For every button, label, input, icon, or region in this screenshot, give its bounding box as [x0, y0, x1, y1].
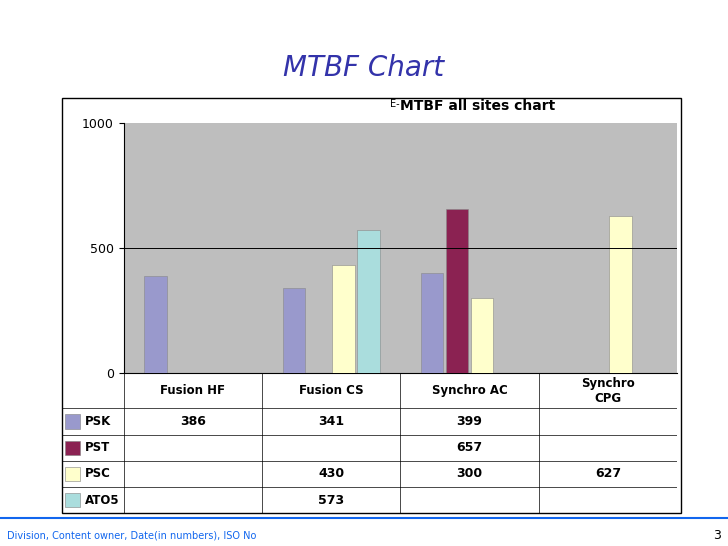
Bar	[65, 414, 80, 429]
Bar	[471, 298, 493, 373]
Text: PSK: PSK	[85, 415, 111, 428]
Text: Division, Content owner, Date(in numbers), ISO No: Division, Content owner, Date(in numbers…	[7, 531, 257, 541]
Bar	[446, 209, 468, 373]
Text: 3: 3	[713, 529, 721, 542]
Bar	[65, 467, 80, 481]
Text: 386: 386	[180, 415, 206, 428]
Bar	[333, 265, 355, 373]
Text: 627: 627	[595, 467, 621, 480]
Text: E-: E-	[390, 99, 400, 109]
Text: MTBF all sites chart: MTBF all sites chart	[400, 99, 555, 112]
Text: ATO5: ATO5	[85, 494, 120, 507]
Text: Synchro
CPG: Synchro CPG	[581, 377, 635, 405]
Bar	[65, 493, 80, 507]
Text: Fusion HF: Fusion HF	[160, 384, 226, 397]
Text: 657: 657	[456, 441, 483, 454]
Bar	[609, 216, 631, 373]
Text: 300: 300	[456, 467, 483, 480]
Bar	[144, 276, 167, 373]
Text: Synchro AC: Synchro AC	[432, 384, 507, 397]
Bar	[421, 273, 443, 373]
Bar	[357, 230, 380, 373]
Text: PST: PST	[85, 441, 111, 454]
Text: Fusion CS: Fusion CS	[299, 384, 363, 397]
Bar	[282, 288, 305, 373]
Text: 399: 399	[456, 415, 483, 428]
Text: PSC: PSC	[85, 467, 111, 480]
Text: 341: 341	[318, 415, 344, 428]
Bar	[65, 441, 80, 455]
Text: 430: 430	[318, 467, 344, 480]
Text: MTBF Chart: MTBF Chart	[283, 54, 445, 82]
Text: 573: 573	[318, 494, 344, 507]
Text: PHILIPS: PHILIPS	[15, 10, 106, 31]
